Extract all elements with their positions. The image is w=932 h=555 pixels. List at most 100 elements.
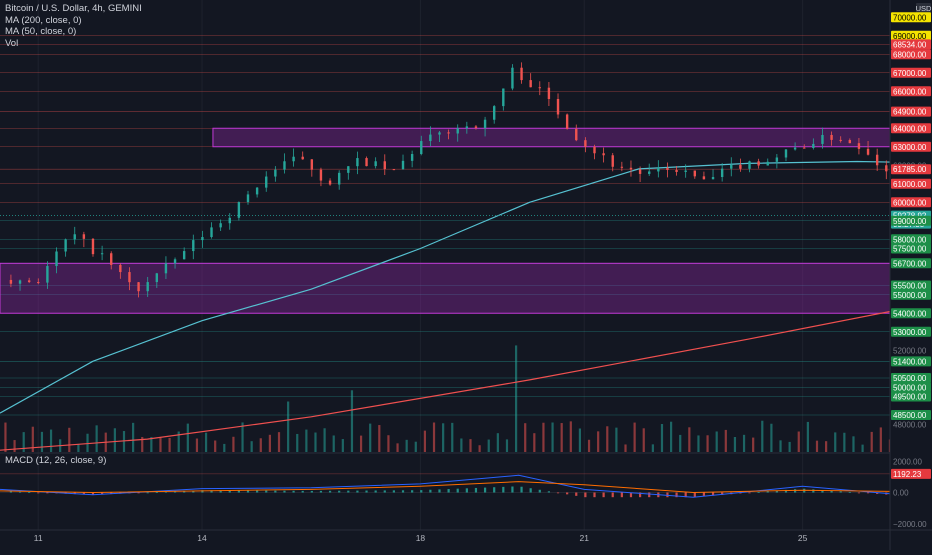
price-label-box[interactable] <box>891 12 931 23</box>
volume-bar <box>159 437 162 452</box>
volume-bar <box>852 436 855 452</box>
price-label-box[interactable] <box>891 258 931 269</box>
volume-bar <box>487 439 490 452</box>
candle-body <box>73 234 76 240</box>
macd-histogram-bar <box>246 490 250 493</box>
macd-histogram-bar <box>876 492 879 494</box>
volume-bar <box>806 421 809 452</box>
macd-legend[interactable]: MACD (12, 26, close, 9) <box>5 455 106 466</box>
macd-histogram-bar <box>757 492 760 493</box>
candle-body <box>565 114 569 129</box>
price-label-box[interactable] <box>891 164 931 175</box>
candle-body <box>739 164 742 169</box>
candle-body <box>502 88 505 107</box>
macd-histogram-bar <box>374 490 377 493</box>
price-label-box[interactable] <box>891 356 931 367</box>
volume-bar <box>186 423 189 452</box>
price-axis[interactable] <box>890 0 932 550</box>
volume-bar <box>414 441 417 452</box>
price-label-box[interactable] <box>891 410 931 420</box>
price-label-box[interactable] <box>891 178 931 189</box>
candle-body <box>255 187 259 195</box>
volume-bar <box>296 433 299 452</box>
price-label-box[interactable] <box>891 39 931 50</box>
volume-bar <box>214 440 217 452</box>
time-tick-label: 14 <box>197 533 207 543</box>
price-label-box[interactable] <box>891 141 931 152</box>
macd-histogram-bar <box>183 490 186 493</box>
candle-body <box>684 170 687 172</box>
volume-bar <box>177 431 180 452</box>
volume-legend[interactable]: Vol <box>5 37 19 49</box>
price-label-box[interactable] <box>891 243 931 254</box>
macd-histogram-bar <box>401 490 405 493</box>
macd-histogram-bar <box>164 491 168 493</box>
candle-body <box>429 134 432 142</box>
price-label-box[interactable] <box>891 123 931 134</box>
support-resistance-zone[interactable] <box>212 127 932 148</box>
volume-bar <box>825 441 828 452</box>
macd-histogram-bar <box>210 490 213 493</box>
macd-histogram-bar <box>483 487 487 493</box>
price-label-box[interactable] <box>891 49 931 60</box>
candle-body <box>265 176 268 188</box>
price-label-box[interactable] <box>891 308 931 319</box>
ma200-legend[interactable]: MA (200, close, 0) <box>5 14 82 26</box>
macd-histogram-bar <box>82 492 85 495</box>
price-label-box[interactable] <box>891 234 931 245</box>
price-label-box[interactable] <box>891 382 931 393</box>
macd-histogram-bar <box>821 490 824 493</box>
time-tick-label: 25 <box>798 533 808 543</box>
macd-histogram-bar <box>830 490 833 493</box>
support-resistance-zone[interactable] <box>0 262 932 314</box>
candle-body <box>830 134 833 140</box>
macd-value-box[interactable] <box>891 468 931 479</box>
price-label-text: 69000.00 <box>893 32 927 41</box>
candle-body <box>401 160 405 170</box>
price-label-box[interactable] <box>891 391 931 402</box>
macd-histogram-bar <box>711 492 715 496</box>
candle-body <box>456 128 459 134</box>
price-label-box[interactable] <box>891 30 931 41</box>
price-label-box[interactable] <box>891 215 931 226</box>
ma50-legend[interactable]: MA (50, close, 0) <box>5 26 77 37</box>
candle-body <box>128 272 131 283</box>
price-label-box[interactable] <box>891 326 931 337</box>
price-label-box[interactable] <box>891 280 931 291</box>
volume-bar <box>122 431 126 452</box>
volume-bar <box>68 427 71 452</box>
volume-bar <box>861 444 864 452</box>
candle-body <box>857 143 861 149</box>
price-label-text: 56700.00 <box>893 259 927 268</box>
price-label-text: 61000.00 <box>893 180 927 189</box>
volume-bar <box>204 432 208 452</box>
macd-histogram-bar <box>429 489 432 493</box>
macd-histogram-bar <box>839 491 842 493</box>
price-label-box[interactable] <box>891 289 931 300</box>
candle-body <box>593 146 596 154</box>
price-label-box[interactable] <box>891 67 931 78</box>
price-label-box[interactable] <box>891 106 931 117</box>
volume-bar <box>660 424 664 452</box>
macd-histogram-bar <box>328 490 332 493</box>
price-label-box[interactable] <box>891 373 931 383</box>
price-label-box[interactable] <box>891 86 931 97</box>
volume-bar <box>843 432 846 452</box>
price-label-box[interactable] <box>891 197 931 208</box>
currency-badge[interactable] <box>916 3 931 13</box>
price-label-text: 68534.00 <box>893 40 927 49</box>
volume-bar <box>496 433 499 452</box>
candle-body <box>584 140 587 147</box>
volume-bar <box>870 431 873 452</box>
volume-bar <box>378 425 381 452</box>
macd-histogram-bar <box>283 490 286 493</box>
volume-bar <box>697 435 700 452</box>
candle-body <box>784 149 788 158</box>
symbol-title[interactable]: Bitcoin / U.S. Dollar, 4h, GEMINI <box>5 3 142 14</box>
macd-histogram-bar <box>848 491 851 493</box>
macd-histogram-bar <box>611 492 614 498</box>
volume-bar <box>442 423 445 452</box>
macd-histogram-bar <box>420 490 423 493</box>
